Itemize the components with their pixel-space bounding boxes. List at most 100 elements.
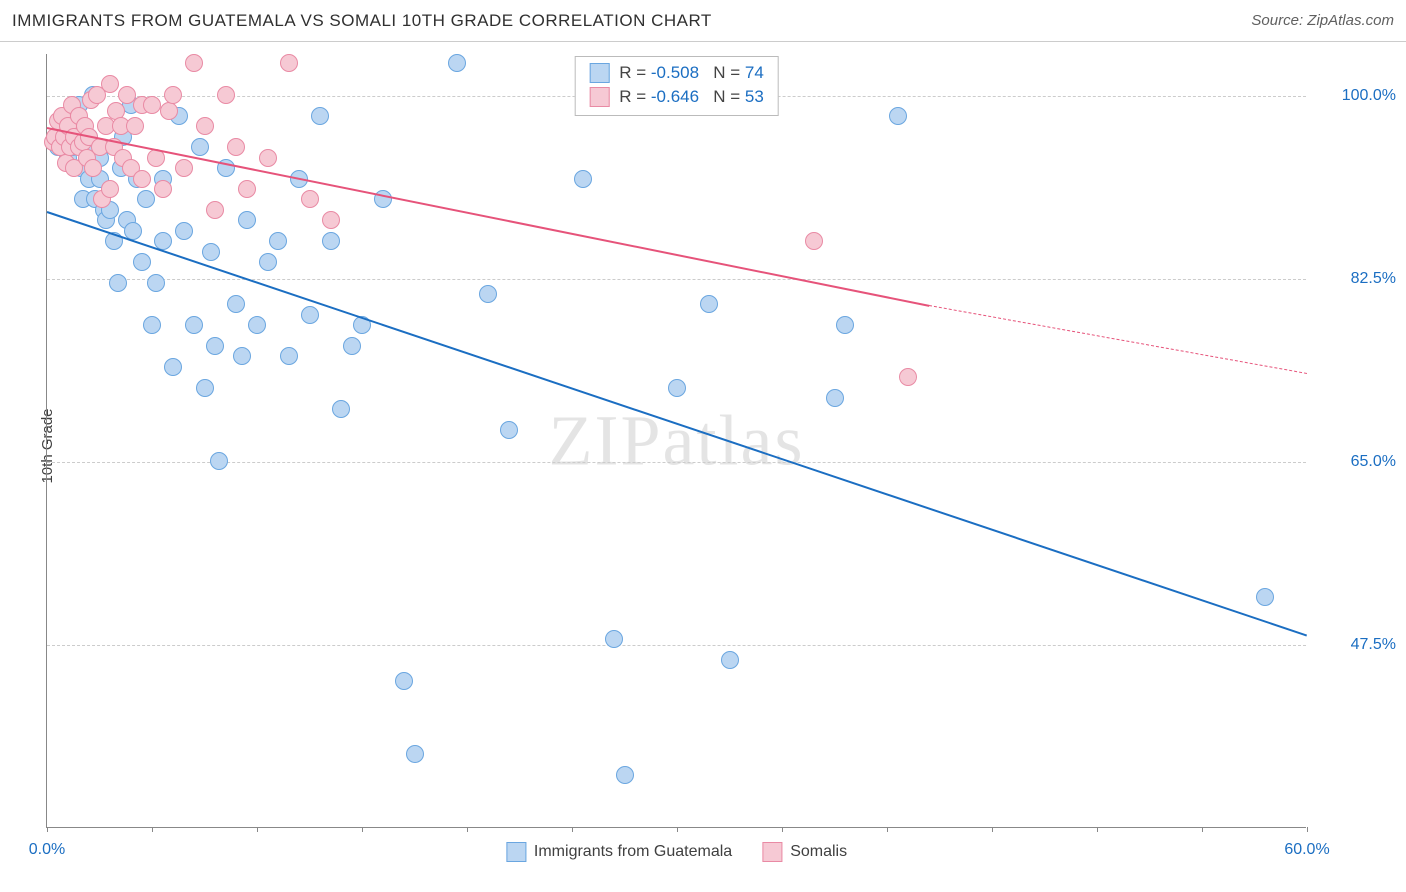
scatter-point bbox=[700, 295, 718, 313]
scatter-point bbox=[259, 253, 277, 271]
scatter-point bbox=[311, 107, 329, 125]
legend-swatch bbox=[506, 842, 526, 862]
legend-label: Somalis bbox=[790, 843, 847, 861]
scatter-point bbox=[238, 180, 256, 198]
legend-swatch bbox=[762, 842, 782, 862]
scatter-point bbox=[227, 138, 245, 156]
scatter-point bbox=[147, 274, 165, 292]
x-tick-mark bbox=[887, 827, 888, 832]
scatter-point bbox=[185, 54, 203, 72]
scatter-point bbox=[248, 316, 266, 334]
scatter-point bbox=[1256, 588, 1274, 606]
scatter-point bbox=[84, 159, 102, 177]
watermark: ZIPatlas bbox=[549, 399, 805, 482]
scatter-point bbox=[574, 170, 592, 188]
scatter-point bbox=[175, 159, 193, 177]
chart-plot-area: ZIPatlas 47.5%65.0%82.5%100.0%0.0%60.0%R… bbox=[46, 54, 1306, 828]
scatter-point bbox=[233, 347, 251, 365]
scatter-point bbox=[500, 421, 518, 439]
scatter-point bbox=[301, 190, 319, 208]
scatter-point bbox=[280, 54, 298, 72]
scatter-point bbox=[206, 337, 224, 355]
scatter-point bbox=[826, 389, 844, 407]
scatter-point bbox=[479, 285, 497, 303]
x-tick-mark bbox=[1307, 827, 1308, 832]
chart-title: IMMIGRANTS FROM GUATEMALA VS SOMALI 10TH… bbox=[12, 11, 712, 31]
trendline-extrapolated bbox=[929, 305, 1307, 374]
scatter-point bbox=[164, 86, 182, 104]
scatter-point bbox=[343, 337, 361, 355]
legend: Immigrants from Guatemala Somalis bbox=[506, 842, 847, 862]
scatter-point bbox=[406, 745, 424, 763]
trendline bbox=[47, 211, 1308, 637]
scatter-point bbox=[143, 316, 161, 334]
y-tick-label: 82.5% bbox=[1316, 270, 1396, 288]
x-tick-mark bbox=[257, 827, 258, 832]
scatter-point bbox=[175, 222, 193, 240]
scatter-point bbox=[395, 672, 413, 690]
legend-item: Somalis bbox=[762, 842, 847, 862]
stats-row: R = -0.646 N = 53 bbox=[589, 85, 764, 109]
scatter-point bbox=[191, 138, 209, 156]
scatter-point bbox=[137, 190, 155, 208]
scatter-point bbox=[206, 201, 224, 219]
scatter-point bbox=[301, 306, 319, 324]
x-tick-mark bbox=[1097, 827, 1098, 832]
scatter-point bbox=[227, 295, 245, 313]
legend-label: Immigrants from Guatemala bbox=[534, 843, 732, 861]
stats-text: R = -0.508 N = 74 bbox=[619, 61, 764, 85]
series-swatch bbox=[589, 87, 609, 107]
gridline bbox=[47, 645, 1306, 646]
x-tick-mark bbox=[362, 827, 363, 832]
scatter-point bbox=[202, 243, 220, 261]
scatter-point bbox=[101, 180, 119, 198]
correlation-stats-box: R = -0.508 N = 74R = -0.646 N = 53 bbox=[574, 56, 779, 116]
scatter-point bbox=[322, 232, 340, 250]
stats-row: R = -0.508 N = 74 bbox=[589, 61, 764, 85]
scatter-point bbox=[126, 117, 144, 135]
x-tick-mark bbox=[782, 827, 783, 832]
scatter-point bbox=[143, 96, 161, 114]
scatter-point bbox=[269, 232, 287, 250]
scatter-point bbox=[616, 766, 634, 784]
scatter-point bbox=[280, 347, 298, 365]
source-name: ZipAtlas.com bbox=[1307, 12, 1394, 29]
scatter-point bbox=[217, 86, 235, 104]
trendline bbox=[47, 127, 929, 307]
scatter-point bbox=[322, 211, 340, 229]
scatter-point bbox=[133, 253, 151, 271]
series-swatch bbox=[589, 63, 609, 83]
scatter-point bbox=[899, 368, 917, 386]
scatter-point bbox=[210, 452, 228, 470]
scatter-point bbox=[101, 75, 119, 93]
scatter-point bbox=[448, 54, 466, 72]
gridline bbox=[47, 462, 1306, 463]
x-tick-mark bbox=[47, 827, 48, 832]
source-attribution: Source: ZipAtlas.com bbox=[1251, 12, 1394, 29]
x-tick-mark bbox=[1202, 827, 1203, 832]
scatter-point bbox=[259, 149, 277, 167]
scatter-point bbox=[889, 107, 907, 125]
x-axis-min-label: 0.0% bbox=[29, 841, 65, 859]
scatter-point bbox=[605, 630, 623, 648]
scatter-point bbox=[196, 117, 214, 135]
x-tick-mark bbox=[152, 827, 153, 832]
x-axis-max-label: 60.0% bbox=[1284, 841, 1329, 859]
y-tick-label: 47.5% bbox=[1316, 636, 1396, 654]
x-tick-mark bbox=[992, 827, 993, 832]
source-prefix: Source: bbox=[1251, 12, 1307, 29]
legend-item: Immigrants from Guatemala bbox=[506, 842, 732, 862]
scatter-point bbox=[160, 102, 178, 120]
scatter-point bbox=[196, 379, 214, 397]
scatter-point bbox=[133, 170, 151, 188]
scatter-point bbox=[668, 379, 686, 397]
scatter-point bbox=[238, 211, 256, 229]
scatter-point bbox=[836, 316, 854, 334]
gridline bbox=[47, 279, 1306, 280]
scatter-point bbox=[805, 232, 823, 250]
scatter-point bbox=[109, 274, 127, 292]
scatter-point bbox=[164, 358, 182, 376]
header: IMMIGRANTS FROM GUATEMALA VS SOMALI 10TH… bbox=[0, 0, 1406, 42]
x-tick-mark bbox=[677, 827, 678, 832]
scatter-point bbox=[721, 651, 739, 669]
